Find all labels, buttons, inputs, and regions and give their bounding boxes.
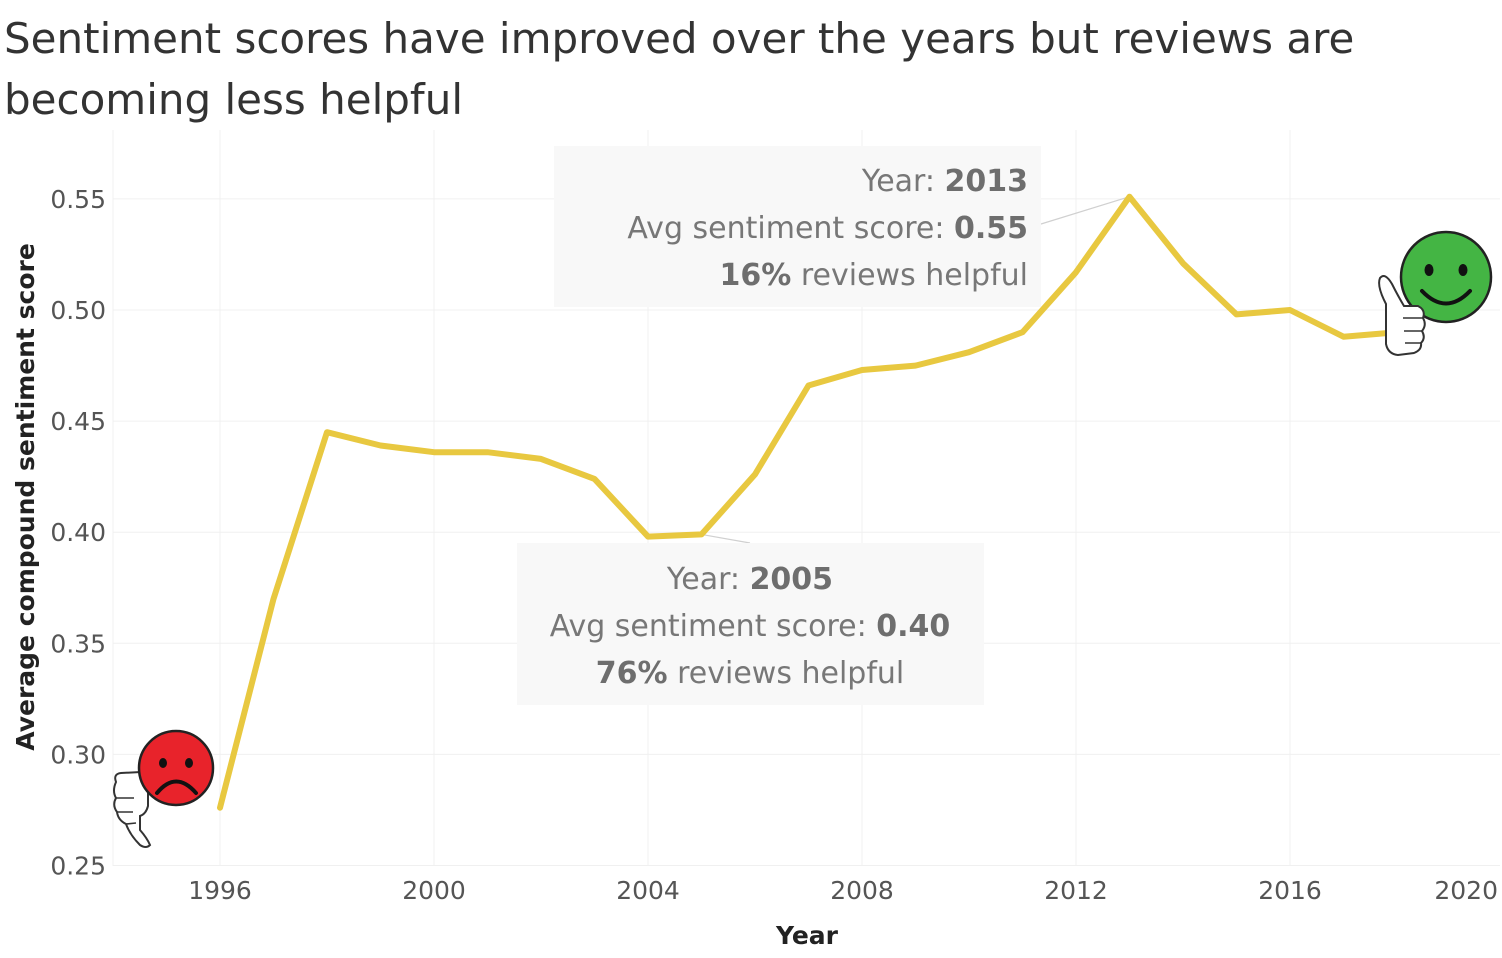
y-tick-label: 0.45 bbox=[50, 407, 106, 436]
happy-face-icon bbox=[1399, 230, 1493, 324]
x-tick-label: 1996 bbox=[188, 876, 252, 905]
sad-face-thumbs-down-icon bbox=[113, 729, 215, 848]
sad-face-icon bbox=[137, 729, 215, 807]
annotation-2013: Year: 2013 Avg sentiment score: 0.55 16%… bbox=[554, 146, 1130, 307]
x-tick-label: 2008 bbox=[830, 876, 894, 905]
annotation-helpful-line: 76% reviews helpful bbox=[596, 656, 905, 691]
annotation-year-line: Year: 2013 bbox=[861, 164, 1028, 199]
x-axis-title: Year bbox=[775, 921, 839, 950]
y-tick-label: 0.25 bbox=[50, 852, 106, 881]
x-tick-label: 2012 bbox=[1044, 876, 1108, 905]
annotation-score-line: Avg sentiment score: 0.40 bbox=[550, 609, 951, 644]
y-tick-label: 0.35 bbox=[50, 629, 106, 658]
page-title: Sentiment scores have improved over the … bbox=[4, 14, 1355, 124]
thumbs-up-icon bbox=[1378, 275, 1426, 357]
x-tick-label: 2016 bbox=[1258, 876, 1322, 905]
y-axis-ticks: 0.25 0.30 0.35 0.40 0.45 0.50 0.55 bbox=[50, 185, 106, 881]
happy-face-thumbs-up-icon bbox=[1378, 230, 1493, 357]
y-tick-label: 0.55 bbox=[50, 185, 106, 214]
annotation-2005: Year: 2005 Avg sentiment score: 0.40 76%… bbox=[517, 533, 984, 705]
y-tick-label: 0.40 bbox=[50, 518, 106, 547]
annotation-box bbox=[517, 543, 984, 705]
y-tick-label: 0.50 bbox=[50, 296, 106, 325]
y-tick-label: 0.30 bbox=[50, 740, 106, 769]
annotation-helpful-line: 16% reviews helpful bbox=[720, 258, 1029, 293]
annotation-leader-line bbox=[1040, 196, 1130, 225]
x-tick-label: 2000 bbox=[402, 876, 466, 905]
annotation-leader-line bbox=[701, 533, 751, 544]
annotation-box bbox=[554, 146, 1041, 307]
series-line bbox=[217, 193, 1400, 811]
x-axis-ticks: 1996 2000 2004 2008 2012 2016 2020 bbox=[188, 876, 1498, 905]
annotation-year-line: Year: 2005 bbox=[666, 562, 833, 597]
y-axis-title: Average compound sentiment score bbox=[11, 243, 40, 751]
x-tick-label: 2020 bbox=[1434, 876, 1498, 905]
x-tick-label: 2004 bbox=[616, 876, 680, 905]
annotation-score-line: Avg sentiment score: 0.55 bbox=[627, 211, 1028, 246]
